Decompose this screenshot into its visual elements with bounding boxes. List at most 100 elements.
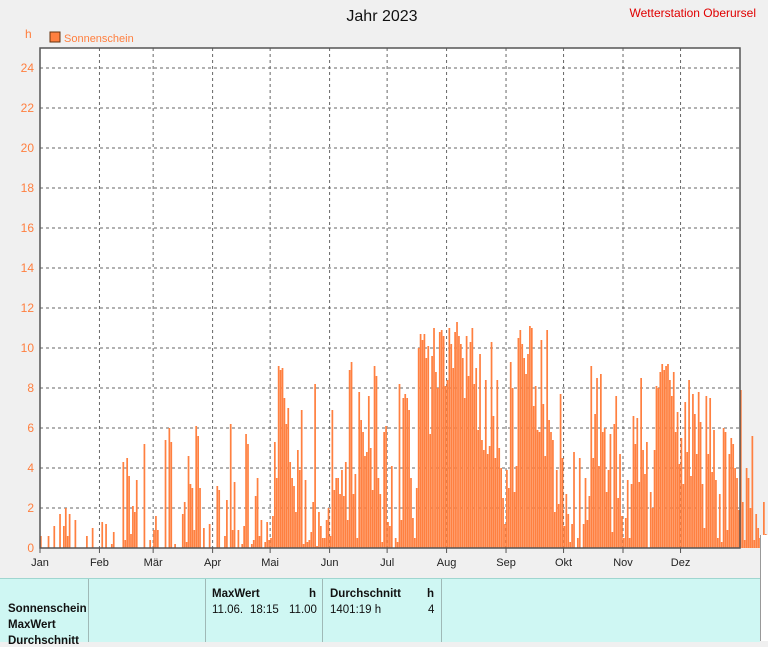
bar (670, 396, 673, 548)
bar (738, 510, 740, 548)
bar (254, 496, 257, 548)
bar (413, 538, 416, 548)
bar (663, 370, 666, 548)
bar (661, 364, 664, 548)
bar (412, 518, 414, 548)
bar (473, 384, 476, 548)
bar (525, 374, 527, 548)
bar (728, 454, 731, 548)
x-tick-label: Jan (31, 557, 49, 569)
bar (649, 492, 652, 548)
bar (494, 458, 497, 548)
bar (561, 458, 564, 548)
bar (86, 536, 88, 548)
bar (185, 542, 188, 548)
bar (193, 530, 196, 548)
bar (553, 512, 556, 548)
bar (603, 428, 606, 548)
bar (74, 520, 77, 548)
bar (337, 478, 339, 548)
bar (546, 330, 549, 548)
bar (300, 410, 303, 548)
stats-label-column: Sonnenschein MaxWert Durchschnitt (0, 579, 89, 647)
bar (527, 354, 529, 548)
bar (665, 366, 667, 548)
bar (258, 536, 261, 548)
bar (272, 516, 274, 548)
bar (187, 456, 190, 548)
bar (423, 334, 426, 548)
bar (582, 524, 585, 548)
bar (218, 490, 221, 548)
bar (323, 538, 326, 548)
bar (479, 354, 481, 548)
x-tick-label: Sep (496, 557, 516, 569)
bar (563, 526, 566, 548)
bar (590, 366, 593, 548)
bar (155, 516, 157, 548)
bar (302, 544, 305, 548)
bar (697, 392, 700, 548)
bar (500, 468, 502, 548)
bar (680, 438, 683, 548)
bar (250, 544, 253, 548)
bar (135, 480, 138, 548)
bar (390, 466, 393, 548)
bar (644, 474, 646, 548)
bar (433, 328, 435, 548)
y-unit-label: h (25, 27, 32, 41)
bar (548, 420, 550, 548)
avg-value: 4 (428, 604, 435, 616)
bar (502, 498, 504, 548)
bar (632, 416, 635, 548)
y-tick-label: 22 (21, 101, 35, 115)
row-label-durchschnitt: Durchschnitt (8, 635, 79, 647)
bar (191, 488, 194, 548)
bar (367, 396, 370, 548)
bar (343, 496, 345, 548)
bar (669, 380, 671, 548)
bar (490, 342, 493, 548)
bar (513, 492, 516, 548)
bar (174, 544, 176, 548)
bar (329, 536, 332, 548)
bar (628, 538, 631, 548)
legend-swatch (49, 31, 61, 43)
row-label-sonnenschein: Sonnenschein (8, 603, 87, 615)
bar (613, 424, 616, 548)
y-tick-label: 0 (27, 541, 34, 555)
bar (511, 388, 514, 548)
bar (289, 462, 292, 548)
bar (550, 432, 552, 548)
max-header: MaxWert (212, 588, 260, 600)
bar (314, 384, 316, 548)
bar (417, 348, 420, 548)
bar (316, 546, 318, 548)
bar (638, 482, 641, 548)
bar (126, 458, 129, 548)
bar (245, 434, 247, 548)
bar (149, 540, 152, 548)
bar (747, 478, 750, 548)
bar (678, 464, 681, 548)
bar (736, 478, 738, 548)
bar (763, 502, 765, 548)
bar (718, 494, 721, 548)
bar (626, 480, 629, 548)
bar (724, 432, 727, 548)
bar (335, 478, 338, 548)
bar (573, 452, 575, 548)
bar (226, 500, 228, 548)
bar (557, 504, 560, 548)
bar (672, 372, 675, 548)
bar (341, 470, 343, 548)
avg-unit: h (427, 588, 435, 600)
bar (532, 406, 535, 548)
bar (667, 364, 669, 548)
bar (509, 362, 512, 548)
avg-header: Durchschnitt (330, 588, 401, 600)
bar (275, 478, 278, 548)
bar (189, 484, 192, 548)
bar (63, 526, 65, 548)
bar (375, 376, 378, 548)
